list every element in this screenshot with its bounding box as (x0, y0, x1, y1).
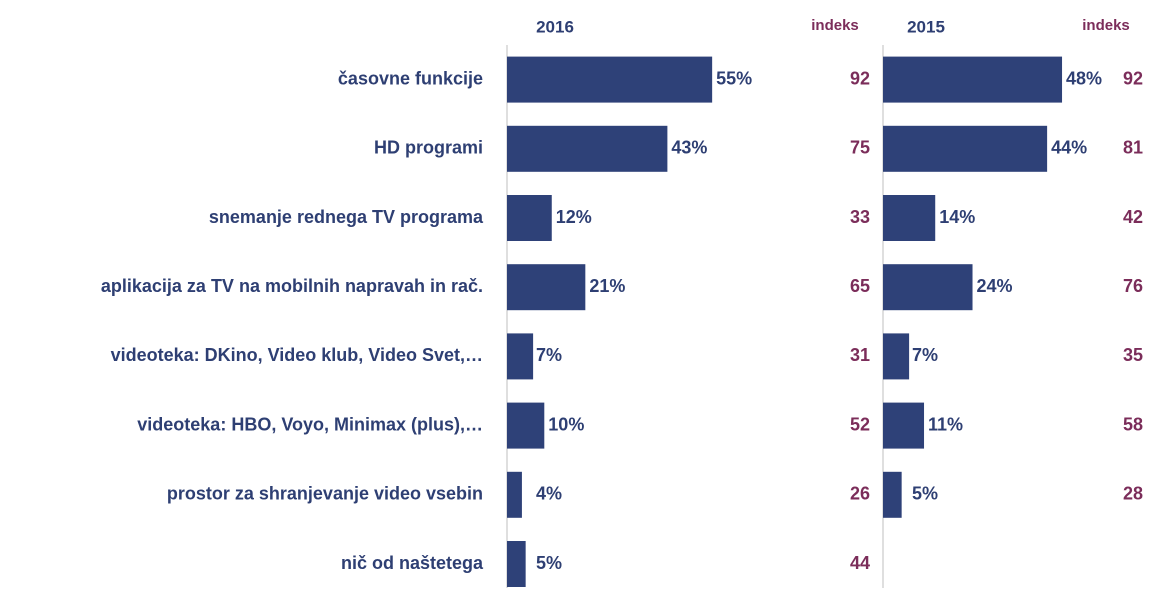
index-value: 65 (850, 276, 870, 296)
bar (883, 402, 925, 449)
bar (507, 471, 522, 518)
index-header: indeks (811, 17, 859, 34)
bar (507, 195, 552, 241)
bar (883, 264, 973, 311)
category-label: aplikacija za TV na mobilnih napravah in… (101, 276, 483, 296)
bar (507, 333, 534, 380)
value-label: 44% (1051, 138, 1087, 158)
category-label: časovne funkcije (338, 68, 483, 88)
index-value: 31 (850, 345, 870, 365)
index-value: 35 (1123, 345, 1143, 365)
index-value: 42 (1123, 207, 1143, 227)
index-value: 92 (1123, 68, 1143, 88)
value-label: 12% (556, 207, 592, 227)
value-label: 7% (912, 345, 938, 365)
index-value: 28 (1123, 484, 1143, 504)
category-label: snemanje rednega TV programa (209, 207, 484, 227)
index-value: 75 (850, 138, 870, 158)
index-value: 26 (850, 484, 870, 504)
value-label: 55% (716, 68, 752, 88)
series-title: 2016 (536, 17, 574, 36)
index-value: 58 (1123, 414, 1143, 434)
category-label: prostor za shranjevanje video vsebin (167, 484, 483, 504)
series-title: 2015 (907, 17, 945, 36)
bar (883, 195, 936, 241)
category-label: nič od naštetega (341, 553, 484, 573)
value-label: 4% (536, 484, 562, 504)
value-label: 11% (928, 414, 963, 434)
category-label: videoteka: HBO, Voyo, Minimax (plus),… (137, 414, 483, 434)
category-label: HD programi (374, 138, 483, 158)
value-label: 5% (536, 553, 562, 573)
bar (507, 125, 668, 172)
category-label: videoteka: DKino, Video klub, Video Svet… (111, 345, 483, 365)
bar (507, 56, 713, 103)
bar (507, 402, 545, 449)
value-label: 24% (977, 276, 1013, 296)
index-value: 92 (850, 68, 870, 88)
index-header: indeks (1082, 17, 1130, 34)
bar (507, 264, 586, 311)
bar (883, 125, 1048, 172)
index-value: 76 (1123, 276, 1143, 296)
value-label: 7% (536, 345, 562, 365)
index-value: 81 (1123, 138, 1143, 158)
bar (883, 471, 902, 518)
value-label: 14% (939, 207, 975, 227)
value-label: 10% (548, 414, 584, 434)
bar (883, 56, 1063, 103)
bar (883, 333, 910, 380)
value-label: 21% (589, 276, 625, 296)
index-value: 52 (850, 414, 870, 434)
value-label: 5% (912, 484, 938, 504)
value-label: 48% (1066, 68, 1102, 88)
value-label: 43% (671, 138, 707, 158)
index-value: 33 (850, 207, 870, 227)
index-value: 44 (850, 553, 870, 573)
bar (507, 541, 526, 587)
